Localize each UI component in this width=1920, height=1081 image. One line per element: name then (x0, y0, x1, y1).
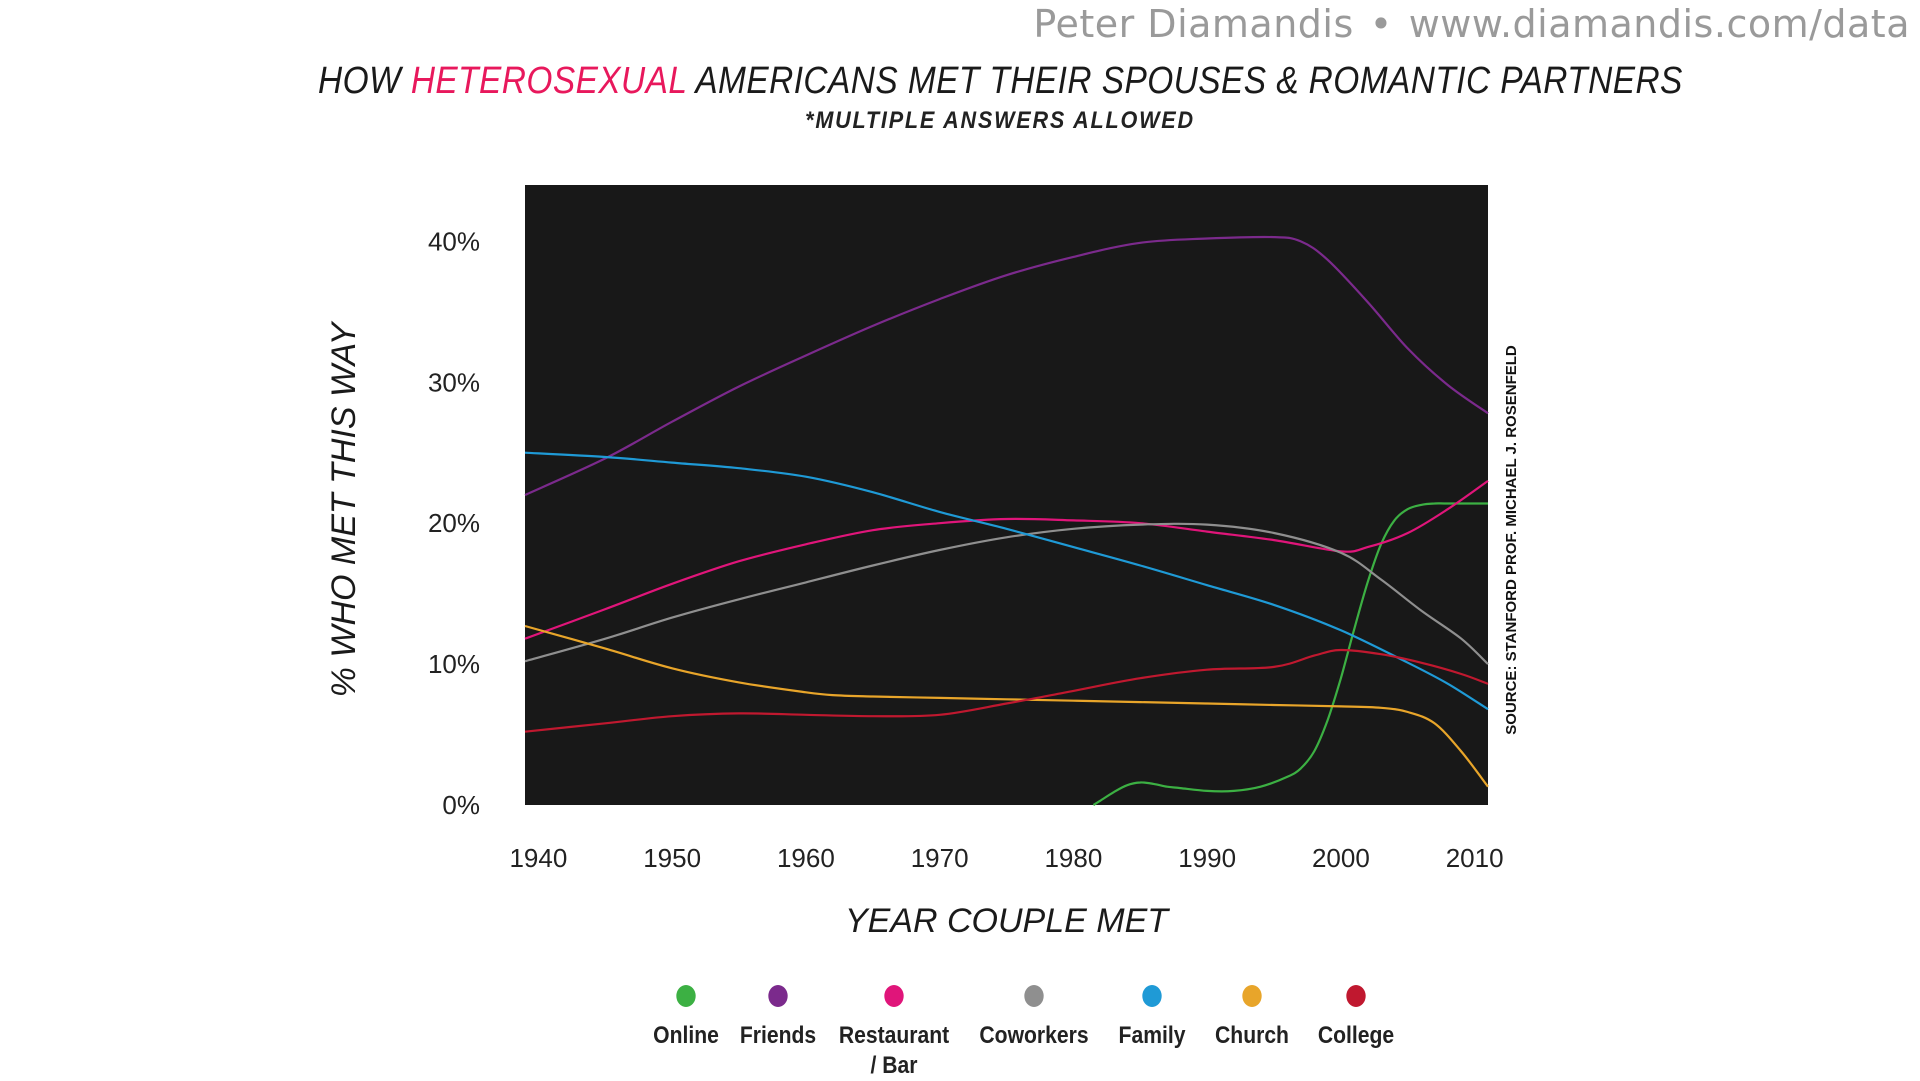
y-axis-ticks: 0% 10% 20% 30% 40% (428, 226, 480, 820)
legend-swatch (676, 985, 696, 1007)
title-block: HOW HETEROSEXUAL AMERICANS MET THEIR SPO… (0, 60, 1920, 135)
plot-background (525, 185, 1488, 805)
legend-label: College (1317, 1022, 1395, 1049)
legend-item: Coworkers (972, 985, 1095, 1081)
y-tick-label: 10% (428, 649, 480, 679)
source-note: SOURCE: STANFORD PROF. MICHAEL J. ROSENF… (1503, 345, 1520, 735)
legend-item: Church (1206, 985, 1298, 1081)
series-line-church (524, 624, 1489, 788)
x-axis-ticks: 1940 1950 1960 1970 1980 1990 2000 2010 (509, 843, 1503, 873)
y-tick-label: 30% (428, 367, 480, 397)
legend-swatch (1346, 985, 1366, 1007)
series-line-online (1092, 502, 1488, 806)
chart-subtitle: *MULTIPLE ANSWERS ALLOWED (805, 107, 1195, 134)
series-lines (524, 235, 1489, 806)
credit-name: Peter Diamandis (1033, 2, 1354, 46)
legend-item: Online (646, 985, 727, 1081)
legend-label: Restaurant / Bar (838, 1022, 950, 1079)
series-line-coworkers (524, 522, 1489, 665)
chart-title-part-1: HOW (317, 60, 411, 102)
y-tick-label: 0% (442, 790, 480, 820)
legend-swatch (1024, 985, 1044, 1007)
x-tick-label: 1960 (777, 843, 835, 873)
legend-swatch (1142, 985, 1162, 1007)
legend-label: Coworkers (979, 1022, 1089, 1049)
legend-label: Church (1215, 1022, 1289, 1049)
chart-title-part-3: AMERICANS MET THEIR SPOUSES & ROMANTIC P… (686, 60, 1683, 102)
credit-line: Peter Diamandis • www.diamandis.com/data (1033, 2, 1910, 46)
chart-title: HOW HETEROSEXUAL AMERICANS MET THEIR SPO… (318, 60, 1683, 103)
legend-item: Family (1110, 985, 1194, 1081)
legend-swatch (1242, 985, 1262, 1007)
chart-title-highlight: HETEROSEXUAL (410, 60, 687, 102)
series-line-college (524, 648, 1489, 733)
legend-swatch (768, 985, 788, 1007)
x-tick-label: 1990 (1178, 843, 1236, 873)
series-line-restaurant-bar (524, 479, 1489, 640)
series-line-friends (524, 235, 1489, 497)
legend: Online Friends Restaurant / Bar Coworkers Fa… (640, 985, 1408, 1081)
credit-url[interactable]: www.diamandis.com/data (1408, 2, 1910, 46)
legend-label: Friends (739, 1022, 817, 1049)
y-tick-label: 20% (428, 508, 480, 538)
legend-swatch (884, 985, 904, 1007)
x-tick-label: 2000 (1312, 843, 1370, 873)
credit-separator: • (1369, 2, 1393, 46)
x-tick-label: 1950 (643, 843, 701, 873)
x-tick-label: 2010 (1446, 843, 1504, 873)
legend-label: Online (653, 1022, 719, 1049)
legend-item: Restaurant / Bar (832, 985, 955, 1081)
y-tick-label: 40% (428, 226, 480, 256)
legend-label: Family (1118, 1022, 1186, 1049)
series-line-family (524, 451, 1489, 711)
legend-item: College (1310, 985, 1402, 1081)
x-tick-label: 1980 (1044, 843, 1102, 873)
x-tick-label: 1970 (911, 843, 969, 873)
x-axis-title: YEAR COUPLE MET (845, 902, 1170, 940)
x-tick-label: 1940 (509, 843, 567, 873)
legend-item: Friends (738, 985, 819, 1081)
y-axis-title: % WHO MET THIS WAY (325, 320, 363, 697)
